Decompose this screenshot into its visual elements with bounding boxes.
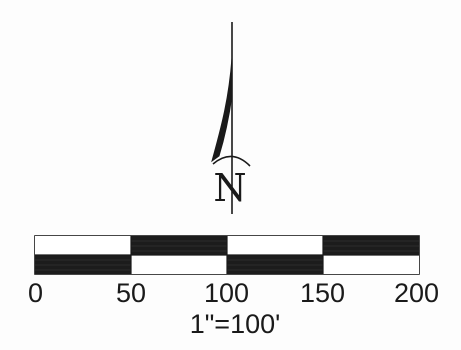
- scale-segment-bottom-2: [131, 255, 227, 274]
- scale-segment-bottom-4: [323, 255, 419, 274]
- scale-tick-label-150: 150: [300, 278, 346, 308]
- north-arrow-arc: [212, 155, 251, 167]
- scale-segment-top-3: [227, 236, 323, 255]
- scale-segment-bottom-3: [227, 255, 323, 274]
- scale-tick-label-100: 100: [204, 278, 250, 308]
- scale-hatching: [35, 240, 419, 271]
- north-arrow-icon: [211, 22, 251, 214]
- scale-tick-label-0: 0: [28, 278, 44, 308]
- scale-tick-label-50: 50: [116, 278, 147, 308]
- scale-bar: [34, 235, 420, 275]
- north-letter: N: [213, 166, 247, 210]
- scale-segment-top-2: [131, 236, 227, 255]
- scale-segment-top-1: [35, 236, 131, 255]
- scale-ratio-label: 1"=100': [189, 309, 281, 339]
- scale-segment-bottom-1: [35, 255, 131, 274]
- scale-tick-label-200: 200: [394, 278, 440, 308]
- scale-segment-top-4: [323, 236, 419, 255]
- north-arrow-blade: [211, 57, 233, 163]
